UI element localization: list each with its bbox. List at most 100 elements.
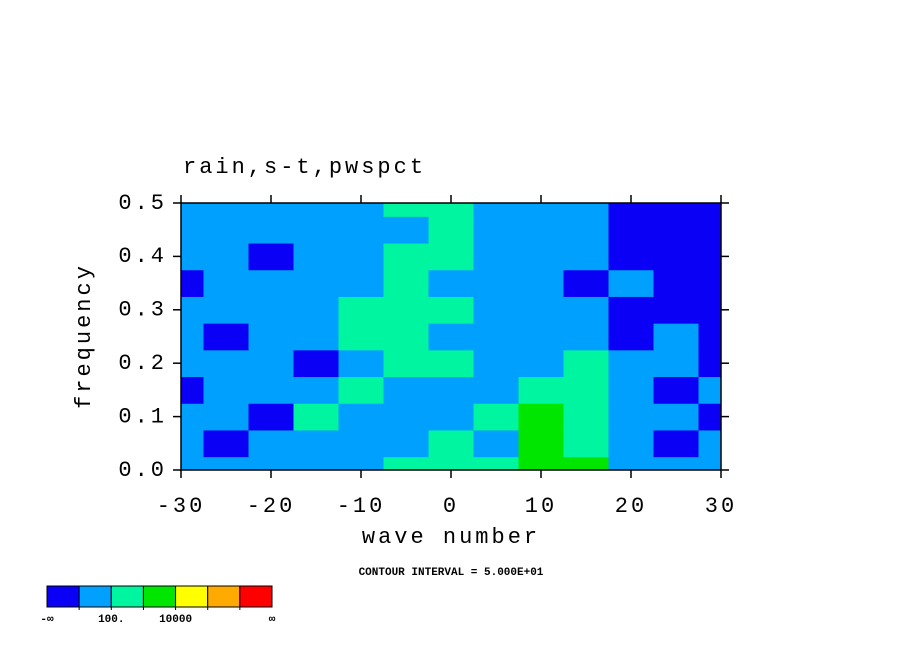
cell [653, 349, 699, 378]
cell [181, 243, 204, 271]
cell [473, 349, 519, 378]
cell [428, 456, 474, 471]
cell [518, 429, 564, 458]
cell [248, 203, 294, 217]
cell [518, 376, 564, 404]
cell [338, 403, 384, 431]
cell [653, 456, 699, 471]
cell [563, 376, 609, 404]
cell [181, 323, 204, 351]
cell [653, 269, 699, 297]
cell [181, 456, 204, 471]
cell [293, 296, 339, 324]
cell [203, 429, 249, 458]
cell [428, 243, 474, 271]
cell [428, 203, 474, 217]
colorbar-box [78, 585, 112, 608]
cell [181, 216, 204, 244]
cell [248, 243, 294, 271]
cell [563, 216, 609, 244]
cell [473, 376, 519, 404]
cell [518, 243, 564, 271]
cell [293, 403, 339, 431]
cell [293, 269, 339, 297]
colorbar-box [207, 585, 241, 608]
cell [473, 203, 519, 217]
cell [203, 403, 249, 431]
cell [383, 203, 429, 217]
cell [698, 216, 722, 244]
cell [248, 376, 294, 404]
cell [473, 456, 519, 471]
cell [608, 349, 654, 378]
cell [608, 376, 654, 404]
cell [563, 349, 609, 378]
cell [428, 323, 474, 351]
cell [383, 216, 429, 244]
cell [698, 243, 722, 271]
cell [518, 456, 564, 471]
cell [518, 269, 564, 297]
cell [653, 429, 699, 458]
cell [653, 323, 699, 351]
x-tick-label: -30 [157, 494, 206, 519]
y-tick-label: 0.5 [118, 191, 167, 216]
cell [203, 456, 249, 471]
cell [181, 349, 204, 378]
cell [338, 243, 384, 271]
colorbar-box [239, 585, 273, 608]
cell [293, 349, 339, 378]
cell [383, 376, 429, 404]
x-tick-label: 30 [705, 494, 737, 519]
colorbar-box [110, 585, 144, 608]
colorbar-box [175, 585, 209, 608]
cell [293, 376, 339, 404]
cell [181, 403, 204, 431]
cell [473, 269, 519, 297]
cell [338, 323, 384, 351]
cell [698, 296, 722, 324]
cell [338, 349, 384, 378]
colorbar-label: 100. [98, 614, 124, 626]
cell [698, 403, 722, 431]
cell [653, 376, 699, 404]
cell [608, 429, 654, 458]
cell [338, 296, 384, 324]
cell [698, 323, 722, 351]
cell [563, 323, 609, 351]
x-tick-label: 10 [525, 494, 557, 519]
cell [248, 216, 294, 244]
cell [248, 269, 294, 297]
cell [428, 376, 474, 404]
cell [653, 296, 699, 324]
cell [518, 296, 564, 324]
cell [653, 243, 699, 271]
cell [518, 323, 564, 351]
cell [473, 403, 519, 431]
cell [518, 203, 564, 217]
cell [293, 456, 339, 471]
cell [181, 203, 204, 217]
cell [203, 323, 249, 351]
cell [181, 296, 204, 324]
y-tick-label: 0.0 [118, 458, 167, 483]
cell [248, 349, 294, 378]
cell [383, 349, 429, 378]
cell [653, 203, 699, 217]
cell [383, 243, 429, 271]
cell [338, 456, 384, 471]
cell [428, 216, 474, 244]
cell [338, 376, 384, 404]
cell [608, 216, 654, 244]
cell [203, 203, 249, 217]
cell [608, 243, 654, 271]
cell [608, 456, 654, 471]
cell [428, 349, 474, 378]
cell [181, 429, 204, 458]
cell [653, 216, 699, 244]
colorbar-label: -∞ [40, 614, 54, 626]
cell [473, 296, 519, 324]
cell [563, 203, 609, 217]
x-tick-label: 0 [443, 494, 459, 519]
cell [338, 203, 384, 217]
